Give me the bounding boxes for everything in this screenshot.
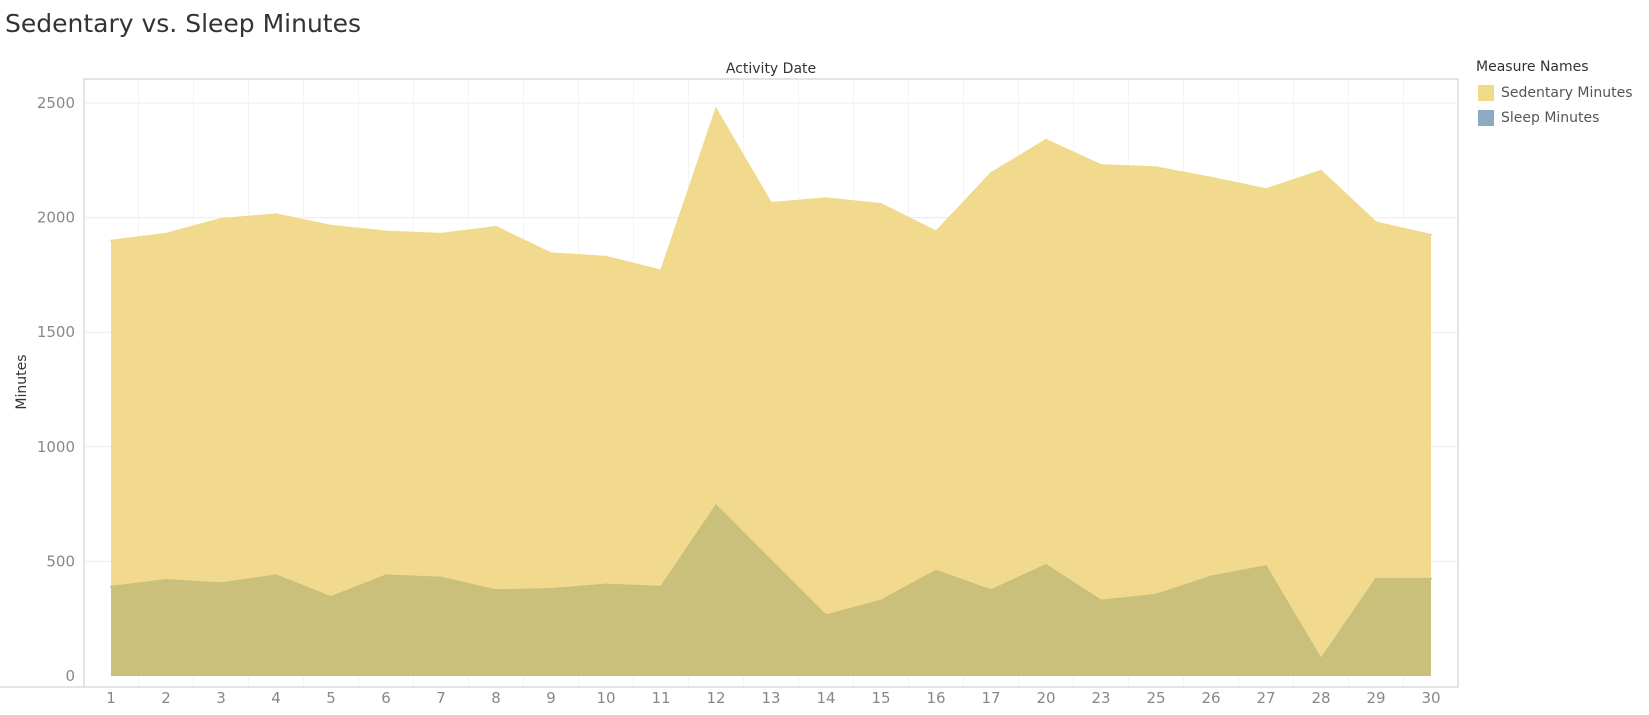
x-tick-label-30: 30 bbox=[1421, 689, 1440, 707]
x-tick-label-6: 6 bbox=[381, 689, 391, 707]
x-tick-label-25: 25 bbox=[1146, 689, 1165, 707]
x-tick-label-8: 8 bbox=[491, 689, 501, 707]
point-sedentary-minutes-4 bbox=[275, 213, 277, 216]
point-sedentary-minutes-20 bbox=[1045, 138, 1047, 141]
point-sedentary-minutes-10 bbox=[605, 255, 607, 258]
point-sedentary-minutes-27 bbox=[1265, 187, 1267, 190]
point-sleep-minutes-23 bbox=[1100, 599, 1102, 602]
point-sleep-minutes-6 bbox=[385, 574, 387, 577]
y-tick-label-2000: 2000 bbox=[37, 209, 75, 227]
point-sedentary-minutes-2 bbox=[165, 232, 167, 235]
point-sedentary-minutes-28 bbox=[1320, 169, 1322, 172]
point-sedentary-minutes-9 bbox=[550, 252, 552, 255]
y-tick-label-500: 500 bbox=[46, 552, 75, 570]
point-sleep-minutes-20 bbox=[1045, 563, 1047, 566]
x-tick-label-15: 15 bbox=[871, 689, 890, 707]
x-tick-label-11: 11 bbox=[651, 689, 670, 707]
y-tick-label-1000: 1000 bbox=[37, 438, 75, 456]
point-sleep-minutes-16 bbox=[935, 569, 937, 572]
x-tick-label-2: 2 bbox=[161, 689, 171, 707]
legend: Measure Names Sedentary Minutes Sleep Mi… bbox=[1476, 59, 1646, 130]
point-sleep-minutes-3 bbox=[220, 582, 222, 585]
point-sedentary-minutes-30 bbox=[1430, 233, 1432, 236]
point-sedentary-minutes-26 bbox=[1210, 176, 1212, 179]
point-sleep-minutes-8 bbox=[495, 589, 497, 592]
point-sleep-minutes-4 bbox=[275, 574, 277, 577]
x-axis-title: Activity Date bbox=[726, 61, 816, 77]
point-sedentary-minutes-15 bbox=[880, 202, 882, 205]
point-sleep-minutes-29 bbox=[1375, 577, 1377, 580]
chart-title: Sedentary vs. Sleep Minutes bbox=[5, 9, 362, 38]
point-sleep-minutes-9 bbox=[550, 587, 552, 590]
x-tick-label-4: 4 bbox=[271, 689, 281, 707]
x-tick-label-23: 23 bbox=[1091, 689, 1110, 707]
area-sleep-minutes bbox=[111, 505, 1431, 676]
x-tick-label-5: 5 bbox=[326, 689, 336, 707]
point-sedentary-minutes-11 bbox=[660, 269, 662, 272]
x-tick-label-1: 1 bbox=[106, 689, 116, 707]
point-sleep-minutes-30 bbox=[1430, 577, 1432, 580]
point-sleep-minutes-7 bbox=[440, 576, 442, 579]
point-sleep-minutes-2 bbox=[165, 578, 167, 581]
point-sedentary-minutes-5 bbox=[330, 224, 332, 227]
point-sedentary-minutes-12 bbox=[715, 107, 717, 110]
y-axis-title: Minutes bbox=[14, 354, 30, 409]
point-sleep-minutes-5 bbox=[330, 595, 332, 598]
point-sedentary-minutes-29 bbox=[1375, 221, 1377, 224]
legend-swatch-sedentary bbox=[1478, 84, 1494, 101]
point-sleep-minutes-14 bbox=[825, 614, 827, 617]
point-sedentary-minutes-14 bbox=[825, 197, 827, 200]
point-sedentary-minutes-1 bbox=[110, 239, 112, 242]
point-sleep-minutes-28 bbox=[1320, 657, 1322, 660]
x-tick-label-17: 17 bbox=[981, 689, 1000, 707]
x-tick-label-16: 16 bbox=[926, 689, 945, 707]
x-tick-label-20: 20 bbox=[1036, 689, 1055, 707]
point-sleep-minutes-15 bbox=[880, 599, 882, 602]
x-tick-label-9: 9 bbox=[546, 689, 556, 707]
legend-label-sleep: Sleep Minutes bbox=[1501, 109, 1600, 126]
point-sedentary-minutes-6 bbox=[385, 230, 387, 233]
point-sedentary-minutes-23 bbox=[1100, 163, 1102, 166]
point-sleep-minutes-27 bbox=[1265, 564, 1267, 567]
point-sleep-minutes-1 bbox=[110, 585, 112, 588]
point-sleep-minutes-25 bbox=[1155, 593, 1157, 596]
legend-label-sedentary: Sedentary Minutes bbox=[1501, 84, 1633, 101]
legend-item-sedentary-minutes[interactable]: Sedentary Minutes bbox=[1476, 80, 1646, 105]
point-sleep-minutes-12 bbox=[715, 504, 717, 507]
point-sedentary-minutes-13 bbox=[770, 201, 772, 204]
point-sedentary-minutes-3 bbox=[220, 217, 222, 220]
point-sleep-minutes-10 bbox=[605, 583, 607, 586]
x-tick-label-10: 10 bbox=[596, 689, 615, 707]
point-sleep-minutes-11 bbox=[660, 585, 662, 588]
x-tick-label-7: 7 bbox=[436, 689, 446, 707]
area-sedentary-minutes bbox=[111, 108, 1431, 677]
point-sedentary-minutes-16 bbox=[935, 230, 937, 233]
legend-title: Measure Names bbox=[1476, 59, 1589, 75]
point-sleep-minutes-13 bbox=[770, 559, 772, 562]
x-tick-label-14: 14 bbox=[816, 689, 835, 707]
x-tick-label-13: 13 bbox=[761, 689, 780, 707]
point-sleep-minutes-26 bbox=[1210, 575, 1212, 578]
legend-item-sleep-minutes[interactable]: Sleep Minutes bbox=[1476, 105, 1646, 130]
x-tick-label-26: 26 bbox=[1201, 689, 1220, 707]
x-tick-label-29: 29 bbox=[1366, 689, 1385, 707]
point-sedentary-minutes-7 bbox=[440, 232, 442, 235]
point-sleep-minutes-17 bbox=[990, 589, 992, 592]
x-tick-label-28: 28 bbox=[1311, 689, 1330, 707]
x-tick-label-27: 27 bbox=[1256, 689, 1275, 707]
point-sedentary-minutes-25 bbox=[1155, 166, 1157, 169]
y-tick-label-0: 0 bbox=[65, 667, 75, 685]
x-tick-label-12: 12 bbox=[706, 689, 725, 707]
y-tick-label-1500: 1500 bbox=[37, 323, 75, 341]
point-sedentary-minutes-17 bbox=[990, 171, 992, 174]
point-sedentary-minutes-8 bbox=[495, 225, 497, 228]
legend-swatch-sleep bbox=[1478, 109, 1494, 126]
y-tick-label-2500: 2500 bbox=[37, 94, 75, 112]
x-tick-label-3: 3 bbox=[216, 689, 226, 707]
